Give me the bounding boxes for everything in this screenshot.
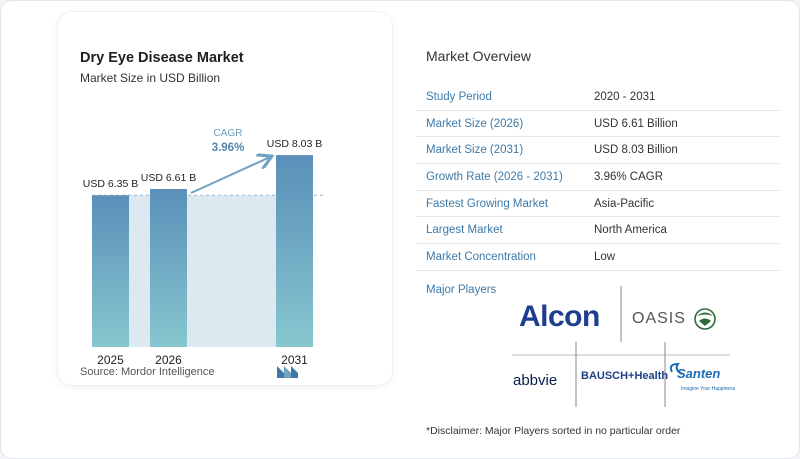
row-label: Growth Rate (2026 - 2031) bbox=[426, 170, 563, 183]
x-tick-label: 2031 bbox=[281, 353, 308, 367]
row-value: 2020 - 2031 bbox=[594, 90, 656, 103]
chart-title: Dry Eye Disease Market bbox=[80, 50, 244, 66]
bar-2025 bbox=[92, 195, 129, 347]
bausch-health-logo: BAUSCH+Health bbox=[581, 370, 669, 382]
bar-value-label: USD 6.61 B bbox=[141, 172, 196, 184]
bar-value-label: USD 6.35 B bbox=[83, 178, 138, 190]
row-label: Market Concentration bbox=[426, 250, 536, 263]
chart-subtitle: Market Size in USD Billion bbox=[80, 71, 221, 85]
mordor-logo-icon bbox=[277, 366, 298, 378]
source-text: Source: Mordor Intelligence bbox=[80, 366, 215, 378]
bar-2031 bbox=[276, 155, 313, 347]
santen-swirl-icon bbox=[669, 362, 683, 375]
overview-title: Market Overview bbox=[426, 48, 532, 64]
row-value: USD 8.03 Billion bbox=[594, 144, 678, 157]
disclaimer-text: *Disclaimer: Major Players sorted in no … bbox=[426, 425, 681, 437]
row-value: USD 6.61 Billion bbox=[594, 117, 678, 130]
overview-table: Study Period 2020 - 2031 Market Size (202… bbox=[416, 84, 780, 271]
table-row: Largest Market North America bbox=[416, 217, 780, 245]
alcon-logo: Alcon bbox=[519, 300, 600, 333]
oasis-logo: OASIS bbox=[632, 310, 686, 327]
row-label: Largest Market bbox=[426, 224, 503, 237]
row-value: Low bbox=[594, 250, 616, 263]
bar-value-label: USD 8.03 B bbox=[267, 138, 322, 150]
table-row: Growth Rate (2026 - 2031) 3.96% CAGR bbox=[416, 164, 780, 191]
cagr-value: 3.96% bbox=[212, 142, 245, 154]
table-row: Fastest Growing Market Asia-Pacific bbox=[416, 191, 780, 218]
x-tick-label: 2025 bbox=[97, 353, 124, 367]
santen-tagline: Imagine Your Happiness bbox=[681, 386, 736, 392]
table-row: Study Period 2020 - 2031 bbox=[416, 84, 780, 111]
table-row: Market Size (2026) USD 6.61 Billion bbox=[416, 111, 780, 138]
cagr-arrow bbox=[190, 157, 270, 194]
row-label: Fastest Growing Market bbox=[426, 197, 549, 210]
bar-2026 bbox=[150, 189, 187, 347]
table-row: Market Size (2031) USD 8.03 Billion bbox=[416, 137, 780, 165]
major-players-label: Major Players bbox=[426, 284, 497, 296]
row-value: North America bbox=[594, 224, 667, 237]
row-value: 3.96% CAGR bbox=[594, 170, 664, 183]
table-row: Market Concentration Low bbox=[416, 244, 780, 271]
row-label: Market Size (2026) bbox=[426, 117, 524, 130]
row-label: Market Size (2031) bbox=[426, 144, 524, 157]
cagr-label: CAGR bbox=[214, 128, 243, 139]
abbvie-logo: abbvie bbox=[513, 372, 558, 389]
santen-logo: Santen bbox=[677, 366, 721, 381]
oasis-emblem-icon bbox=[694, 308, 716, 330]
x-tick-label: 2026 bbox=[155, 353, 182, 367]
row-value: Asia-Pacific bbox=[594, 197, 655, 210]
row-label: Study Period bbox=[426, 90, 492, 103]
chart-card: Dry Eye Disease Market Market Size in US… bbox=[58, 12, 392, 385]
